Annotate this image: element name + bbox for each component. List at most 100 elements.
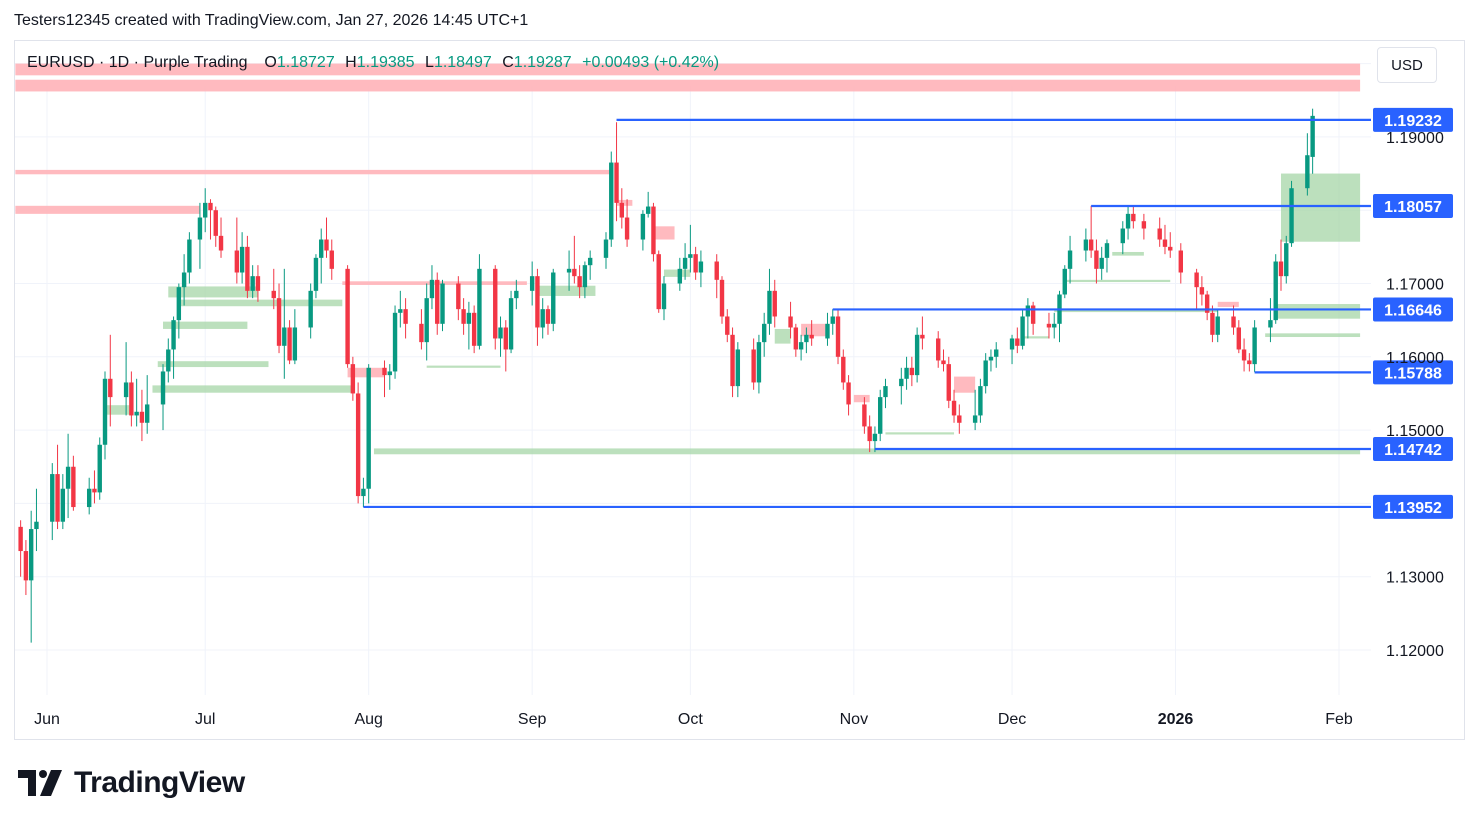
candle[interactable] <box>429 265 435 310</box>
candle[interactable] <box>139 389 145 442</box>
demand-zone[interactable] <box>152 385 353 393</box>
candle[interactable] <box>471 305 477 354</box>
candle[interactable] <box>313 254 319 299</box>
candle[interactable] <box>1310 108 1315 174</box>
demand-zone[interactable] <box>1064 279 1171 283</box>
demand-zone[interactable] <box>373 448 1361 455</box>
candle[interactable] <box>582 261 588 299</box>
demand-zone[interactable] <box>105 405 132 415</box>
candle[interactable] <box>171 316 176 379</box>
candle[interactable] <box>197 202 203 269</box>
candle[interactable] <box>804 327 809 354</box>
candle[interactable] <box>535 268 540 346</box>
candle[interactable] <box>461 298 466 335</box>
candle[interactable] <box>1215 309 1220 343</box>
candle[interactable] <box>677 257 683 291</box>
candle[interactable] <box>1125 206 1131 240</box>
candle[interactable] <box>1168 232 1173 258</box>
candle[interactable] <box>250 265 255 299</box>
candle[interactable] <box>767 268 772 335</box>
candle[interactable] <box>1046 312 1052 339</box>
candle[interactable] <box>160 364 166 431</box>
demand-zone[interactable] <box>178 299 343 307</box>
candle[interactable] <box>1199 276 1205 306</box>
candle[interactable] <box>366 364 371 504</box>
candle[interactable] <box>640 210 646 251</box>
candle[interactable] <box>540 298 545 339</box>
supply-zone[interactable] <box>853 394 870 403</box>
candle[interactable] <box>661 276 667 321</box>
candle[interactable] <box>1141 213 1147 240</box>
candle[interactable] <box>477 254 482 350</box>
candle[interactable] <box>239 232 245 284</box>
candle[interactable] <box>1094 239 1099 284</box>
candle[interactable] <box>208 199 213 240</box>
supply-zone[interactable] <box>954 376 976 393</box>
candle[interactable] <box>698 250 704 288</box>
candle[interactable] <box>1052 312 1057 339</box>
candle[interactable] <box>719 276 725 324</box>
candle[interactable] <box>166 338 171 383</box>
candle[interactable] <box>730 327 735 398</box>
candle[interactable] <box>108 334 113 427</box>
candle[interactable] <box>181 254 187 306</box>
candle[interactable] <box>735 342 741 398</box>
supply-zone[interactable] <box>653 226 675 240</box>
candle[interactable] <box>65 433 71 519</box>
candle[interactable] <box>619 188 625 229</box>
candle[interactable] <box>867 415 872 453</box>
candle[interactable] <box>1015 327 1020 354</box>
candle[interactable] <box>551 268 556 332</box>
candle[interactable] <box>508 290 514 354</box>
candle[interactable] <box>756 334 762 394</box>
symbol-label[interactable]: EURUSD · 1D · Purple Trading <box>27 54 248 71</box>
candle[interactable] <box>988 349 994 372</box>
candle[interactable] <box>203 188 208 233</box>
candle[interactable] <box>382 360 387 398</box>
candle[interactable] <box>1162 224 1168 255</box>
candle[interactable] <box>572 235 577 284</box>
supply-zone[interactable] <box>1217 301 1239 307</box>
candle[interactable] <box>1088 205 1094 258</box>
candle[interactable] <box>498 316 503 357</box>
supply-zone[interactable] <box>15 205 200 214</box>
candle[interactable] <box>566 250 572 291</box>
candle[interactable] <box>841 349 846 390</box>
demand-zone[interactable] <box>885 432 955 435</box>
candle[interactable] <box>1278 239 1284 291</box>
supply-zone[interactable] <box>347 367 385 378</box>
candle[interactable] <box>398 290 403 328</box>
candle[interactable] <box>1157 217 1162 247</box>
candle[interactable] <box>134 378 139 427</box>
candle[interactable] <box>920 316 925 350</box>
supply-zone[interactable] <box>15 169 612 175</box>
demand-zone[interactable] <box>1265 333 1361 338</box>
candle[interactable] <box>656 250 661 313</box>
candle[interactable] <box>1009 334 1015 365</box>
supply-zone[interactable] <box>342 281 527 285</box>
candle[interactable] <box>725 309 730 343</box>
candle[interactable] <box>1083 228 1089 262</box>
supply-zone[interactable] <box>15 79 1361 92</box>
candle[interactable] <box>503 320 508 372</box>
demand-zone[interactable] <box>1280 173 1361 242</box>
candle[interactable] <box>493 265 498 350</box>
candle[interactable] <box>234 217 240 284</box>
candle[interactable] <box>878 389 883 442</box>
candle[interactable] <box>1025 298 1031 339</box>
demand-zone[interactable] <box>537 285 596 296</box>
candle[interactable] <box>994 342 999 368</box>
candle[interactable] <box>129 371 134 427</box>
demand-zone[interactable] <box>168 286 258 298</box>
currency-button[interactable]: USD <box>1377 47 1437 83</box>
candle[interactable] <box>92 470 97 504</box>
candle[interactable] <box>28 510 34 643</box>
candle[interactable] <box>102 371 108 460</box>
candle[interactable] <box>587 250 593 280</box>
demand-zone[interactable] <box>1054 309 1218 313</box>
candle[interactable] <box>651 202 656 262</box>
candle[interactable] <box>1210 305 1215 343</box>
demand-zone[interactable] <box>1112 251 1144 256</box>
candle[interactable] <box>1131 206 1136 229</box>
